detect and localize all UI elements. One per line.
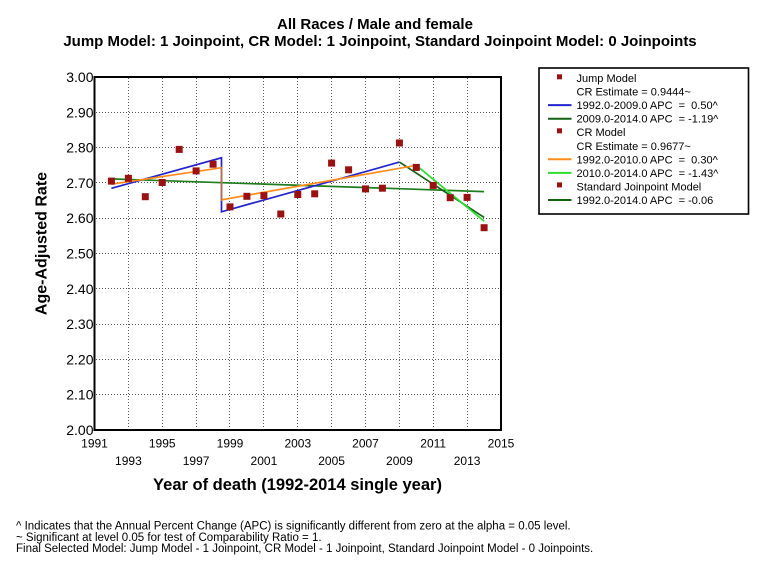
svg-text:2.90: 2.90 — [66, 104, 93, 120]
svg-text:~ Significant at level 0.05 fo: ~ Significant at level 0.05 for test of … — [16, 532, 322, 544]
svg-text:CR Model: CR Model — [577, 127, 626, 139]
svg-text:Jump Model: Jump Model — [577, 73, 637, 85]
svg-text:2009.0-2014.0 APC = -1.19^: 2009.0-2014.0 APC = -1.19^ — [577, 114, 720, 126]
svg-text:2.20: 2.20 — [66, 351, 93, 367]
svg-text:Jump Model: 1 Joinpoint, CR Mo: Jump Model: 1 Joinpoint, CR Model: 1 Joi… — [63, 33, 696, 50]
svg-text:2013: 2013 — [454, 454, 481, 468]
svg-text:2.10: 2.10 — [66, 387, 93, 403]
svg-text:1992.0-2009.0 APC = 0.50^: 1992.0-2009.0 APC = 0.50^ — [577, 100, 719, 112]
svg-text:1992.0-2010.0 APC = 0.30^: 1992.0-2010.0 APC = 0.30^ — [577, 154, 719, 166]
svg-text:Year of death (1992-2014 singl: Year of death (1992-2014 single year) — [153, 476, 442, 494]
svg-text:1992.0-2014.0 APC = -0.06: 1992.0-2014.0 APC = -0.06 — [577, 195, 714, 207]
svg-text:1991: 1991 — [81, 436, 108, 450]
svg-text:2003: 2003 — [284, 436, 311, 450]
svg-text:^ Indicates that the Annual Pe: ^ Indicates that the Annual Percent Chan… — [16, 521, 571, 533]
svg-text:All Races / Male and female: All Races / Male and female — [277, 16, 473, 33]
svg-text:2.00: 2.00 — [66, 422, 93, 438]
svg-text:2.60: 2.60 — [66, 210, 93, 226]
svg-text:2.50: 2.50 — [66, 246, 93, 262]
svg-text:1995: 1995 — [149, 436, 176, 450]
svg-text:2015: 2015 — [488, 436, 515, 450]
svg-text:2.70: 2.70 — [66, 175, 93, 191]
svg-text:Age-Adjusted Rate: Age-Adjusted Rate — [34, 172, 51, 315]
svg-text:CR Estimate = 0.9677~: CR Estimate = 0.9677~ — [577, 141, 691, 153]
svg-text:2011: 2011 — [420, 436, 446, 450]
svg-text:CR Estimate = 0.9444~: CR Estimate = 0.9444~ — [577, 87, 691, 99]
svg-text:2.40: 2.40 — [66, 281, 93, 297]
svg-text:Standard Joinpoint Model: Standard Joinpoint Model — [577, 181, 702, 193]
svg-text:2.30: 2.30 — [66, 316, 93, 332]
svg-text:2010.0-2014.0 APC = -1.43^: 2010.0-2014.0 APC = -1.43^ — [577, 168, 720, 180]
svg-text:2005: 2005 — [318, 454, 345, 468]
svg-text:2.80: 2.80 — [66, 140, 93, 156]
svg-text:3.00: 3.00 — [66, 69, 93, 85]
svg-text:2009: 2009 — [386, 454, 413, 468]
svg-text:1997: 1997 — [183, 454, 210, 468]
svg-text:Final Selected Model: Jump Mod: Final Selected Model: Jump Model - 1 Joi… — [16, 543, 593, 555]
svg-text:1993: 1993 — [115, 454, 142, 468]
svg-text:2001: 2001 — [251, 454, 278, 468]
svg-text:1999: 1999 — [217, 436, 244, 450]
svg-text:2007: 2007 — [352, 436, 379, 450]
